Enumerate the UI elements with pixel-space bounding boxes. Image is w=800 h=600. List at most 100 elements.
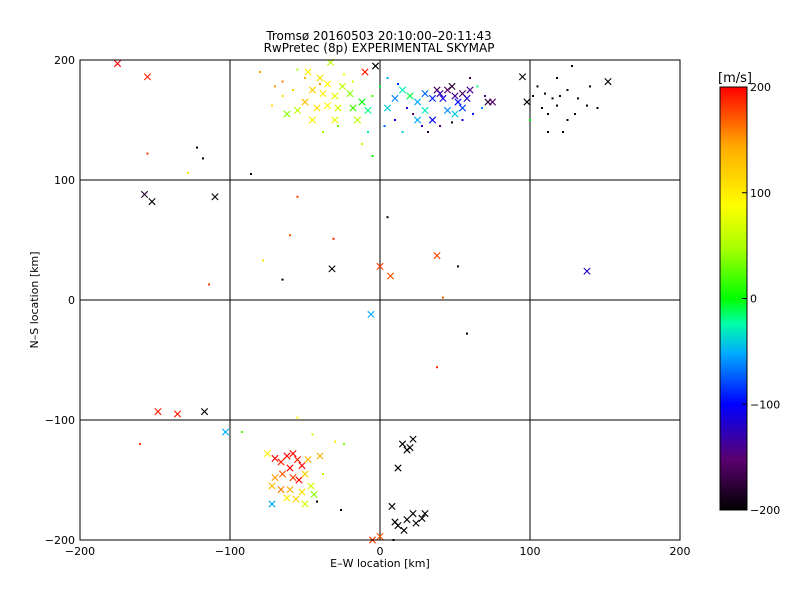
data-point — [316, 452, 324, 460]
data-point — [277, 458, 285, 466]
data-point — [146, 152, 149, 155]
data-point — [211, 193, 219, 201]
data-point — [427, 131, 429, 133]
data-point — [361, 143, 363, 145]
data-point — [281, 278, 284, 281]
data-point — [352, 80, 354, 83]
data-point — [559, 95, 561, 97]
data-point — [301, 470, 309, 478]
y-tick-label: 100 — [54, 174, 75, 187]
data-point — [187, 171, 189, 174]
data-point — [338, 82, 347, 90]
data-point — [466, 86, 474, 94]
y-axis-ticks: −200 −100 0 100 200 — [45, 54, 75, 547]
data-point — [353, 116, 362, 124]
data-point — [143, 73, 152, 81]
data-point — [296, 195, 299, 198]
data-point — [398, 86, 407, 94]
data-point — [436, 90, 444, 98]
data-point — [310, 490, 318, 498]
data-point — [436, 366, 438, 369]
data-point — [556, 77, 558, 79]
data-point — [221, 428, 230, 436]
data-point — [469, 77, 471, 79]
data-point — [308, 116, 317, 124]
data-point — [371, 62, 380, 70]
data-point — [428, 94, 437, 102]
colorbar-tick-label: −100 — [750, 398, 780, 411]
data-point — [289, 234, 291, 237]
y-axis-label: N–S location [km] — [28, 251, 41, 348]
data-point — [283, 494, 291, 502]
data-point — [277, 486, 285, 494]
data-point — [304, 456, 312, 464]
data-point — [371, 95, 374, 97]
data-point — [196, 146, 198, 149]
data-point — [386, 272, 395, 280]
data-point — [604, 78, 612, 86]
data-point — [371, 155, 374, 157]
x-tick-label: 200 — [670, 545, 691, 558]
grid-lines — [80, 60, 680, 540]
data-point — [281, 80, 284, 83]
data-point — [367, 131, 369, 133]
data-point — [433, 252, 441, 260]
x-tick-label: −200 — [65, 545, 95, 558]
data-point — [457, 265, 459, 268]
data-point — [386, 216, 389, 219]
data-point — [271, 104, 273, 107]
data-point — [386, 77, 389, 79]
chart-subtitle: RwPretec (8p) EXPERIMENTAL SKYMAP — [264, 41, 495, 55]
data-point — [200, 408, 209, 416]
y-tick-label: −100 — [45, 414, 75, 427]
colorbar-tick-label: 100 — [750, 187, 771, 200]
data-point — [476, 85, 479, 88]
data-point — [343, 443, 345, 445]
data-point — [364, 106, 372, 114]
data-point — [566, 119, 569, 121]
data-point — [556, 104, 558, 107]
data-point — [263, 450, 272, 458]
x-tick-label: −100 — [215, 545, 245, 558]
data-point — [379, 85, 381, 88]
data-point — [376, 262, 384, 270]
data-point — [358, 98, 366, 106]
data-point — [442, 296, 444, 299]
data-point — [274, 85, 276, 88]
data-point — [421, 510, 429, 518]
data-point — [412, 519, 420, 527]
data-points — [113, 58, 612, 544]
data-point — [472, 113, 474, 115]
data-point — [283, 110, 291, 118]
data-point — [140, 190, 149, 198]
data-point — [536, 85, 539, 88]
data-point — [304, 68, 312, 76]
data-point — [383, 104, 392, 112]
colorbar-ticks: 200 100 0 −100 −200 — [742, 81, 780, 517]
data-point — [394, 522, 402, 530]
data-point — [283, 452, 291, 460]
data-point — [454, 98, 462, 106]
data-point — [286, 464, 294, 472]
data-point — [551, 97, 554, 100]
data-point — [319, 90, 327, 98]
data-point — [322, 131, 324, 133]
data-point — [268, 500, 276, 508]
colorbar: [m/s] 200 100 0 −100 −200 — [718, 71, 780, 517]
data-point — [148, 198, 156, 206]
data-point — [268, 482, 276, 490]
data-point — [562, 131, 564, 133]
data-point — [589, 85, 591, 88]
data-point — [154, 408, 162, 416]
data-point — [413, 98, 422, 106]
data-point — [398, 440, 407, 448]
data-point — [571, 65, 573, 67]
data-point — [241, 431, 243, 433]
data-point — [250, 173, 252, 175]
data-point — [388, 502, 396, 510]
data-point — [271, 454, 279, 462]
data-point — [443, 86, 452, 94]
plot-frame — [79, 59, 681, 541]
data-point — [448, 82, 456, 90]
